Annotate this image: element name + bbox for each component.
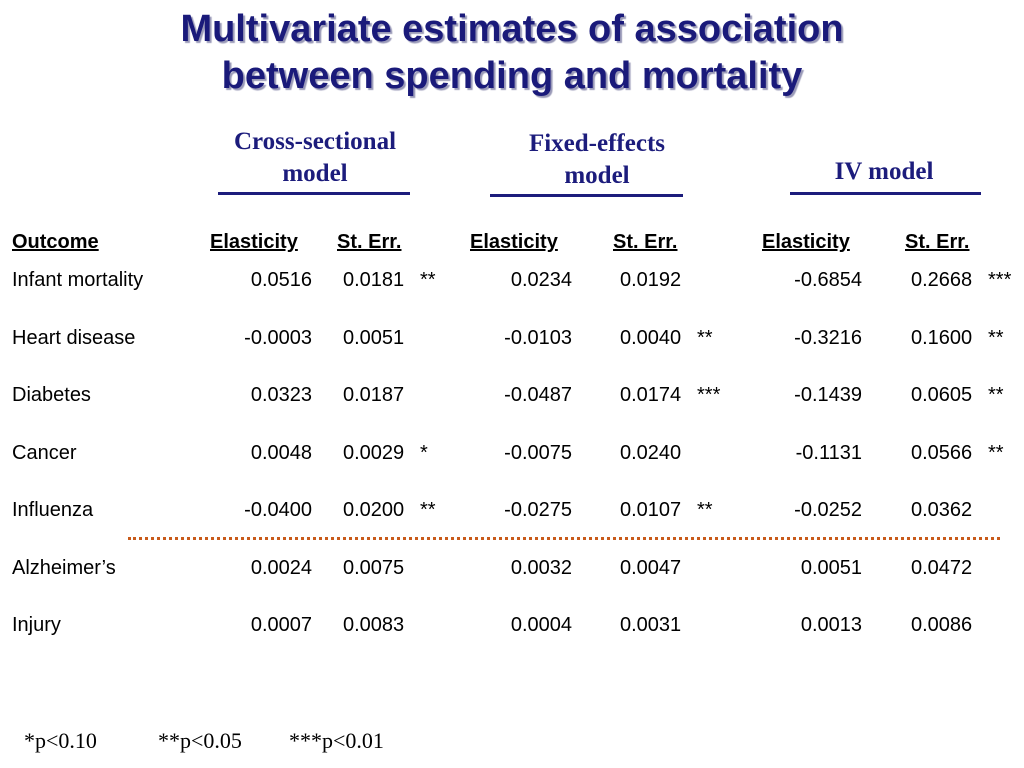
- cs-elasticity-value: 0.0024: [250, 557, 312, 579]
- cs-st-err-value: 0.0187: [343, 384, 405, 406]
- cs-st-err-value: 0.0029: [343, 442, 405, 464]
- model-underline-iv: [790, 192, 981, 195]
- iv-st-err-value: 0.1600: [911, 327, 973, 349]
- outcome-label: Diabetes: [12, 384, 91, 406]
- header-iv-elasticity: Elasticity: [762, 231, 850, 253]
- iv-st-err-value: 0.0605: [911, 384, 973, 406]
- outcome-label: Heart disease: [12, 327, 136, 349]
- iv-elasticity-value: -0.1439: [794, 384, 862, 406]
- iv-elasticity-value: 0.0051: [800, 557, 862, 579]
- fe-elasticity-value: -0.0103: [504, 327, 572, 349]
- model-underline-fixed-effects: [490, 194, 683, 197]
- cs-elasticity-value: 0.0007: [250, 614, 312, 636]
- cs-st-err-value: 0.0083: [343, 614, 405, 636]
- significance-stars: ***: [988, 269, 1012, 291]
- slide-title: Multivariate estimates of association be…: [0, 6, 1024, 100]
- header-fe-elasticity: Elasticity: [470, 231, 558, 253]
- title-line-2: between spending and mortality: [221, 55, 803, 97]
- cs-elasticity-value: -0.0400: [244, 499, 312, 521]
- iv-st-err-value: 0.2668: [911, 269, 973, 291]
- model-label-line: model: [564, 162, 630, 189]
- cs-st-err-value: 0.0200: [343, 499, 405, 521]
- iv-elasticity-value: -0.1131: [795, 442, 862, 464]
- cs-elasticity-value: 0.0048: [250, 442, 312, 464]
- significance-stars: **: [988, 327, 1004, 349]
- outcome-label: Alzheimer’s: [12, 557, 116, 579]
- significance-stars: **: [420, 499, 436, 521]
- header-fe-st-err: St. Err.: [613, 231, 678, 253]
- iv-elasticity-value: 0.0013: [800, 614, 862, 636]
- header-cs-elasticity: Elasticity: [210, 231, 298, 253]
- model-header-cross-sectional: Cross-sectional model: [210, 126, 420, 190]
- fe-elasticity-value: -0.0487: [504, 384, 572, 406]
- model-label-line: Cross-sectional: [233, 128, 397, 155]
- cs-st-err-value: 0.0181: [343, 269, 405, 291]
- fe-st-err-value: 0.0240: [620, 442, 682, 464]
- cs-elasticity-value: -0.0003: [244, 327, 312, 349]
- model-label-line: model: [282, 160, 348, 187]
- title-line-1: Multivariate estimates of association: [180, 8, 844, 50]
- fe-st-err-value: 0.0174: [620, 384, 682, 406]
- footnote-p05: **p<0.05: [158, 728, 242, 753]
- iv-st-err-value: 0.0086: [911, 614, 973, 636]
- iv-st-err-value: 0.0472: [911, 557, 973, 579]
- iv-elasticity-value: -0.3216: [794, 327, 862, 349]
- header-cs-st-err: St. Err.: [337, 231, 402, 253]
- outcome-label: Injury: [12, 614, 61, 636]
- model-underline-cross-sectional: [218, 192, 410, 195]
- iv-elasticity-value: -0.6854: [794, 269, 862, 291]
- significance-stars: **: [697, 499, 713, 521]
- fe-st-err-value: 0.0031: [620, 614, 682, 636]
- fe-st-err-value: 0.0040: [620, 327, 682, 349]
- outcome-label: Influenza: [12, 499, 94, 521]
- model-header-fixed-effects: Fixed-effects model: [492, 128, 702, 192]
- fe-st-err-value: 0.0107: [620, 499, 682, 521]
- cs-elasticity-value: 0.0516: [250, 269, 312, 291]
- fe-st-err-value: 0.0047: [620, 557, 682, 579]
- outcome-label: Cancer: [12, 442, 77, 464]
- iv-st-err-value: 0.0566: [911, 442, 973, 464]
- significance-stars: **: [988, 442, 1004, 464]
- fe-elasticity-value: 0.0032: [510, 557, 572, 579]
- fe-elasticity-value: 0.0004: [510, 614, 572, 636]
- fe-elasticity-value: 0.0234: [510, 269, 572, 291]
- cs-st-err-value: 0.0075: [343, 557, 405, 579]
- footnote-p10: *p<0.10: [24, 728, 97, 753]
- footnote-p01: ***p<0.01: [289, 728, 384, 753]
- significance-stars: ***: [697, 384, 721, 406]
- significance-stars: **: [420, 269, 436, 291]
- header-outcome: Outcome: [12, 231, 99, 253]
- header-iv-st-err: St. Err.: [905, 231, 970, 253]
- fe-elasticity-value: -0.0275: [504, 499, 572, 521]
- fe-st-err-value: 0.0192: [620, 269, 682, 291]
- outcome-label: Infant mortality: [12, 269, 144, 291]
- significance-stars: **: [988, 384, 1004, 406]
- section-separator: [128, 537, 1000, 540]
- cs-st-err-value: 0.0051: [343, 327, 405, 349]
- iv-st-err-value: 0.0362: [911, 499, 973, 521]
- model-header-iv: IV model: [784, 156, 984, 188]
- significance-stars: **: [697, 327, 713, 349]
- cs-elasticity-value: 0.0323: [250, 384, 312, 406]
- significance-stars: *: [420, 442, 428, 464]
- model-label-line: Fixed-effects: [528, 130, 666, 157]
- fe-elasticity-value: -0.0075: [504, 442, 572, 464]
- model-label-line: IV model: [834, 158, 934, 185]
- iv-elasticity-value: -0.0252: [794, 499, 862, 521]
